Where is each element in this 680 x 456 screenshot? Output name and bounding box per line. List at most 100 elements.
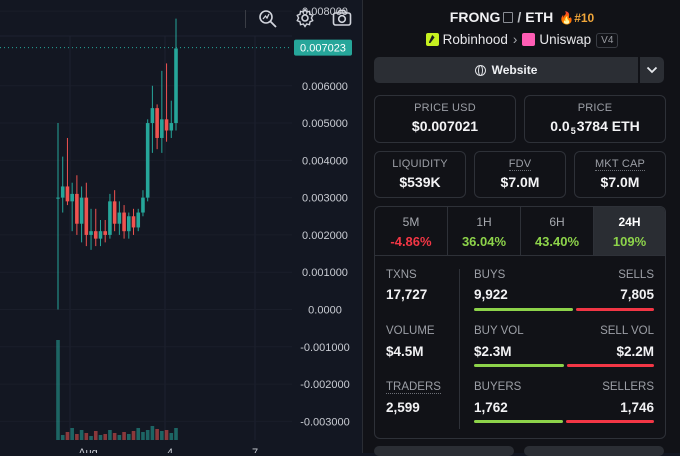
volume-bar	[141, 432, 145, 440]
tab-24h[interactable]: 24H 109%	[594, 207, 665, 255]
candle-body	[79, 197, 84, 224]
buy-vol-label: BUY VOL	[474, 325, 524, 337]
volume-bar	[155, 429, 159, 440]
candle-body	[98, 231, 103, 239]
candle-body	[141, 197, 145, 213]
buys-value: 9,922	[474, 287, 508, 302]
volume-value: $4.5M	[386, 344, 424, 359]
price-eth-zero-count: 5	[570, 126, 576, 136]
price-eth-label: PRICE	[577, 102, 613, 114]
price-eth-card: PRICE 0.053784 ETH	[524, 95, 666, 143]
volume-bar	[103, 434, 107, 440]
market-cap-label[interactable]: MKT CAP	[594, 158, 646, 171]
traders-value: 2,599	[386, 400, 420, 415]
candlestick-chart[interactable]: 0.008000 0.006000 0.005000 0.004000 0.003000…	[0, 0, 361, 453]
fdv-value: $7.0M	[500, 174, 540, 190]
liquidity-value: $539K	[399, 174, 441, 190]
tab-5m-label: 5M	[402, 215, 420, 229]
copy-icon[interactable]	[503, 12, 514, 23]
candle-body	[117, 212, 122, 224]
volume-bar	[70, 428, 74, 440]
volume-bar	[65, 432, 70, 440]
fdv-label[interactable]: FDV	[508, 158, 532, 171]
candle-body	[164, 119, 169, 131]
buy-vol-value: $2.3M	[474, 344, 512, 359]
buys-ratio-bar	[474, 308, 573, 311]
sells-ratio-bar	[576, 308, 654, 311]
candle-body	[127, 216, 131, 232]
volume-bar	[127, 434, 131, 440]
camera-icon[interactable]	[331, 7, 353, 29]
candle-body	[108, 201, 112, 235]
candle-body	[112, 201, 117, 224]
tab-1h-change: 36.04%	[461, 234, 507, 249]
website-dropdown-button[interactable]	[640, 57, 664, 83]
candle-body	[174, 48, 178, 124]
volume-bar	[174, 428, 178, 440]
volume-bar	[131, 431, 136, 440]
price-axis-label: 0.0000	[308, 304, 342, 316]
price-axis-label: 0.003000	[302, 193, 348, 205]
bottom-action-button-right[interactable]	[524, 446, 664, 456]
sellers-label: SELLERS	[602, 381, 654, 393]
price-eth-prefix: 0.0	[550, 118, 570, 134]
candle-body	[93, 231, 98, 239]
candle-body	[155, 108, 159, 138]
time-axis-label: Aug	[78, 447, 98, 453]
candle-body	[60, 186, 65, 198]
chain-name[interactable]: Robinhood	[442, 32, 508, 47]
dex-name[interactable]: Uniswap	[539, 32, 592, 47]
trending-rank-value: #10	[574, 11, 595, 25]
price-usd-label: PRICE USD	[414, 102, 476, 114]
volume-bar	[122, 432, 126, 440]
fdv-label-wrap: FDV	[475, 158, 565, 171]
globe-icon	[474, 64, 486, 76]
traders-label[interactable]: TRADERS	[386, 381, 441, 394]
candle-body	[89, 231, 93, 235]
volume-label: VOLUME	[386, 325, 435, 337]
sells-label: SELLS	[618, 269, 654, 281]
tab-5m[interactable]: 5M -4.86%	[375, 207, 448, 255]
tab-1h[interactable]: 1H 36.04%	[448, 207, 521, 255]
candle-body	[160, 119, 164, 138]
volume-bar	[79, 430, 84, 440]
dex-logo-icon	[522, 33, 536, 46]
price-chart-pane[interactable]: 0.008000 0.006000 0.005000 0.004000 0.003000…	[0, 0, 361, 453]
candle-body	[131, 216, 136, 228]
price-axis-label: -0.003000	[300, 416, 350, 428]
chain-logo-icon	[425, 33, 439, 46]
volume-bar	[112, 433, 117, 440]
bottom-action-button-left[interactable]	[374, 446, 514, 456]
chevron-down-icon	[646, 66, 658, 74]
sells-value: 7,805	[620, 287, 654, 302]
candle-body	[70, 193, 74, 202]
candle-body	[169, 123, 174, 131]
volume-bar	[117, 435, 122, 440]
price-axis-label: 0.001000	[302, 267, 348, 279]
volume-bar	[160, 431, 164, 440]
dex-version-badge: V4	[596, 33, 619, 48]
tab-6h-change: 43.40%	[534, 234, 580, 249]
price-axis-label: 0.006000	[302, 81, 348, 93]
settings-gear-icon[interactable]	[294, 7, 316, 29]
base-symbol: FRONG	[449, 9, 501, 25]
indicator-search-icon[interactable]	[257, 7, 279, 29]
volume-bar	[136, 428, 141, 440]
pair-title: FRONG / ETH 🔥#10	[363, 9, 680, 25]
candle-body	[56, 197, 60, 199]
time-axis-label: 7	[252, 447, 258, 453]
timeframe-tabs: 5M -4.86% 1H 36.04% 6H 43.40% 24H 109%	[375, 207, 665, 256]
tab-24h-change: 109%	[612, 234, 647, 249]
volume-bar	[98, 435, 103, 440]
fdv-card: FDV $7.0M	[474, 151, 566, 198]
current-price-tag	[294, 39, 352, 56]
breadcrumb-chevron-icon: ›	[512, 32, 518, 47]
liquidity-card: LIQUIDITY $539K	[374, 151, 466, 198]
website-button[interactable]: Website	[374, 57, 638, 83]
buy-vol-ratio-bar	[474, 364, 564, 367]
tab-6h[interactable]: 6H 43.40%	[521, 207, 594, 255]
venue-breadcrumb: Robinhood › Uniswap V4	[363, 32, 680, 48]
buyers-value: 1,762	[474, 400, 508, 415]
market-cap-label-wrap: MKT CAP	[575, 158, 665, 171]
sell-vol-value: $2.2M	[616, 344, 654, 359]
